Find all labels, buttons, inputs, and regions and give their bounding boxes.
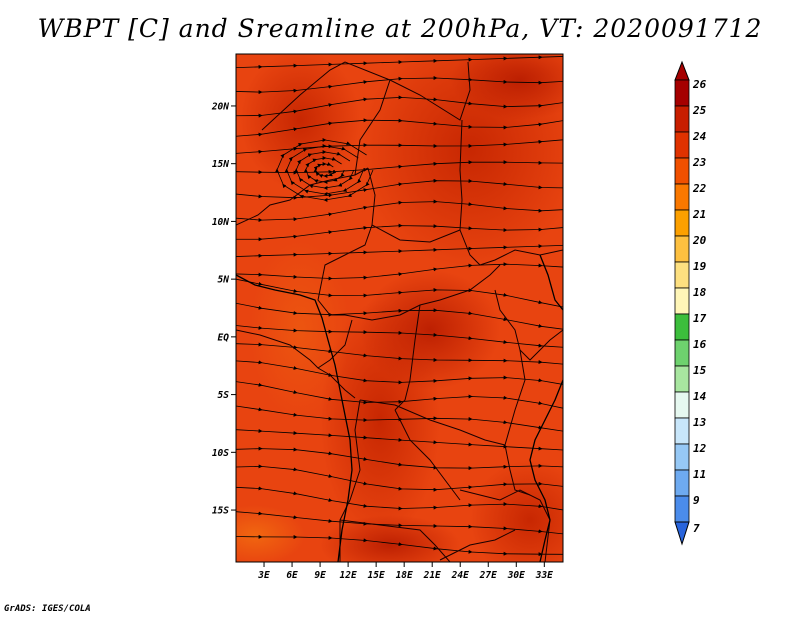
colorbar-label: 16 bbox=[693, 338, 707, 351]
longitude-axis: 3E 6E 9E 12E 15E 18E 21E 24E 27E 30E 33E bbox=[257, 562, 553, 581]
lat-tick-label: EQ bbox=[218, 332, 230, 343]
colorbar-segment bbox=[674, 209, 690, 237]
colorbar-segment bbox=[674, 495, 690, 523]
colorbar-segment bbox=[674, 443, 690, 471]
colorbar-label: 9 bbox=[693, 494, 700, 507]
streamline bbox=[236, 95, 563, 118]
colorbar-top-arrow bbox=[674, 60, 690, 81]
colorbar-segment bbox=[674, 261, 690, 289]
colorbar-label: 22 bbox=[692, 182, 707, 195]
colorbar-label: 19 bbox=[693, 260, 707, 273]
colorbar-bottom-arrow bbox=[674, 521, 690, 546]
colorbar-label: 18 bbox=[693, 286, 707, 299]
colorbar-segment bbox=[674, 469, 690, 497]
colorbar-segment bbox=[674, 157, 690, 185]
colorbar-label: 12 bbox=[693, 442, 707, 455]
colorbar-segment bbox=[674, 391, 690, 419]
streamline bbox=[236, 244, 563, 258]
colorbar-label: 26 bbox=[692, 78, 707, 91]
colorbar-label: 21 bbox=[692, 208, 706, 221]
lat-tick-label: 15S bbox=[212, 506, 229, 517]
colorbar-label: 25 bbox=[692, 104, 707, 117]
colorbar-segment bbox=[674, 287, 690, 315]
colorbar-label: 7 bbox=[693, 522, 700, 535]
colorbar-segment bbox=[674, 183, 690, 211]
streamline bbox=[236, 405, 563, 432]
colorbar-label: 13 bbox=[693, 416, 707, 429]
streamline bbox=[236, 118, 563, 137]
lon-tick-label: 18E bbox=[396, 570, 413, 581]
streamline bbox=[236, 75, 563, 95]
lat-tick-label: 15N bbox=[212, 159, 229, 170]
lon-tick-label: 6E bbox=[286, 570, 298, 581]
lat-tick-label: 5N bbox=[218, 275, 230, 286]
colorbar-segment bbox=[674, 417, 690, 445]
colorbar-segment bbox=[674, 131, 690, 159]
streamline bbox=[236, 302, 563, 330]
colorbar-label: 11 bbox=[693, 468, 706, 481]
colorbar-label: 14 bbox=[693, 390, 707, 403]
colorbar-label: 17 bbox=[693, 312, 707, 325]
lon-tick-label: 3E bbox=[257, 570, 270, 581]
map-frame bbox=[235, 53, 564, 563]
streamline bbox=[236, 381, 563, 409]
streamlines bbox=[236, 55, 563, 557]
coastline bbox=[236, 254, 563, 562]
lon-tick-label: 33E bbox=[535, 570, 553, 581]
lon-tick-label: 12E bbox=[340, 570, 357, 581]
colorbar-segment bbox=[674, 339, 690, 367]
lat-tick-label: 5S bbox=[218, 390, 230, 401]
streamline bbox=[236, 199, 563, 223]
colorbar-label: 24 bbox=[692, 130, 707, 143]
lon-tick-label: 9E bbox=[314, 570, 326, 581]
lon-tick-label: 27E bbox=[479, 570, 497, 581]
lon-tick-label: 21E bbox=[423, 570, 441, 581]
colorbar-segment bbox=[674, 313, 690, 341]
streamline bbox=[236, 55, 563, 69]
lat-tick-label: 10N bbox=[212, 217, 229, 228]
colorbar-label: 23 bbox=[692, 156, 707, 169]
colorbar-segment bbox=[674, 105, 690, 133]
streamline bbox=[236, 511, 563, 535]
streamline bbox=[275, 138, 374, 202]
lon-tick-label: 30E bbox=[507, 570, 525, 581]
colorbar-label: 15 bbox=[693, 364, 707, 377]
temperature-field bbox=[236, 54, 563, 562]
colorbar: 26 25 24 23 22 21 20 19 18 17 16 15 14 13 12 11 9 7 bbox=[674, 60, 707, 546]
lat-tick-label: 20N bbox=[211, 101, 229, 112]
streamline bbox=[236, 486, 563, 511]
streamline bbox=[236, 223, 563, 242]
lon-tick-label: 24E bbox=[451, 570, 469, 581]
lat-tick-label: 10S bbox=[212, 448, 229, 459]
credit-label: GrADS: IGES/COLA bbox=[4, 604, 91, 614]
lon-tick-label: 15E bbox=[368, 570, 385, 581]
streamline bbox=[236, 262, 563, 281]
colorbar-segment bbox=[674, 235, 690, 263]
streamline bbox=[236, 534, 563, 557]
colorbar-segment bbox=[674, 365, 690, 393]
latitude-axis: 20N 15N 10N 5N EQ 5S 10S 15S bbox=[211, 101, 236, 517]
colorbar-label: 20 bbox=[692, 234, 707, 247]
colorbar-segment bbox=[674, 79, 690, 107]
chart-title: WBPT [C] and Sreamline at 200hPa, VT: 20… bbox=[37, 14, 763, 43]
streamline bbox=[236, 278, 563, 308]
streamline bbox=[236, 360, 563, 385]
